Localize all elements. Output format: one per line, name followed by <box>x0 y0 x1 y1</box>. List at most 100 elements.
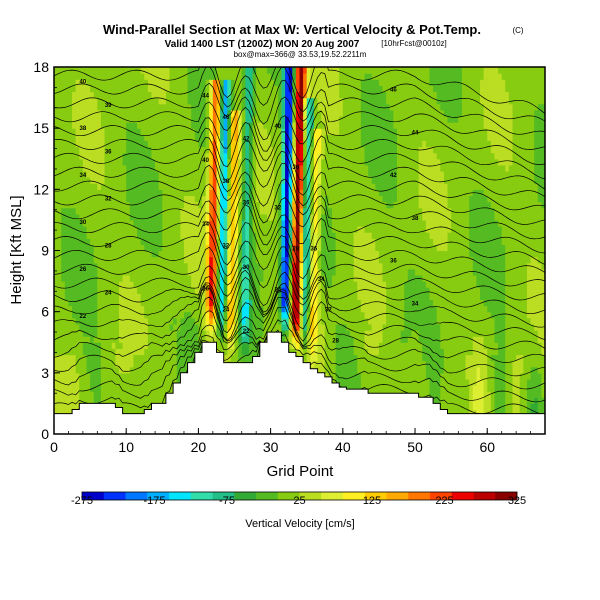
field-cell <box>339 354 344 362</box>
field-cell <box>57 152 62 160</box>
field-cell <box>176 354 181 362</box>
field-cell <box>165 67 171 74</box>
field-cell <box>292 207 297 215</box>
field-cell <box>140 97 145 105</box>
field-cell <box>241 79 246 86</box>
field-cell <box>90 128 95 135</box>
field-cell <box>79 103 84 111</box>
field-cell <box>281 146 286 154</box>
field-cell <box>144 336 149 343</box>
field-cell <box>115 195 120 203</box>
field-cell <box>263 183 268 190</box>
field-cell <box>147 281 153 288</box>
field-cell <box>111 250 116 258</box>
field-cell <box>61 256 66 264</box>
field-cell <box>263 164 268 172</box>
field-cell <box>147 146 153 154</box>
field-cell <box>104 323 109 331</box>
field-cell <box>79 256 84 264</box>
field-cell <box>281 213 286 221</box>
field-cell <box>346 128 351 135</box>
field-cell <box>126 366 131 374</box>
field-cell <box>342 189 348 197</box>
field-cell <box>183 158 189 166</box>
field-cell <box>165 299 171 307</box>
field-cell <box>108 152 113 160</box>
field-cell <box>303 183 308 190</box>
field-cell <box>176 73 181 80</box>
field-cell <box>317 250 322 258</box>
field-cell <box>209 177 214 184</box>
field-cell <box>191 134 196 141</box>
field-cell <box>133 183 138 190</box>
field-cell <box>295 170 301 178</box>
field-cell <box>187 238 192 245</box>
field-cell <box>335 109 340 117</box>
field-cell <box>227 323 232 331</box>
field-cell <box>57 146 62 154</box>
field-cell <box>115 183 120 190</box>
field-cell <box>321 336 326 343</box>
field-cell <box>129 195 135 203</box>
field-cell <box>86 97 91 105</box>
field-cell <box>155 268 160 276</box>
field-cell <box>147 403 153 411</box>
field-cell <box>122 85 127 93</box>
field-cell <box>281 268 286 276</box>
field-cell <box>234 201 239 209</box>
field-cell <box>111 164 116 172</box>
field-cell <box>144 189 149 197</box>
field-cell <box>183 268 189 276</box>
field-cell <box>248 195 254 203</box>
field-cell <box>122 128 127 135</box>
field-cell <box>342 305 348 313</box>
field-cell <box>216 207 221 215</box>
field-cell <box>151 311 156 319</box>
field-cell <box>126 409 131 417</box>
field-cell <box>248 91 254 99</box>
field-cell <box>165 140 171 148</box>
field-cell <box>234 85 239 93</box>
field-cell <box>147 244 153 252</box>
field-cell <box>285 128 290 135</box>
field-cell <box>303 256 308 264</box>
field-cell <box>79 348 84 356</box>
field-cell <box>72 226 77 233</box>
field-cell <box>187 73 192 80</box>
field-cell <box>137 85 142 93</box>
field-cell <box>342 354 348 362</box>
field-cell <box>303 73 308 80</box>
field-cell <box>126 164 131 172</box>
field-cell <box>115 274 120 282</box>
field-cell <box>321 189 326 197</box>
field-cell <box>82 250 88 258</box>
field-cell <box>97 323 102 331</box>
field-cell <box>245 348 250 356</box>
field-cell <box>115 317 120 325</box>
field-cell <box>122 342 127 349</box>
field-cell <box>194 244 200 252</box>
field-cell <box>165 158 171 166</box>
field-cell <box>111 305 116 313</box>
field-cell <box>198 317 203 325</box>
field-cell <box>299 268 304 276</box>
field-cell <box>64 305 70 313</box>
field-cell <box>111 201 116 209</box>
field-cell <box>104 287 109 294</box>
field-cell <box>285 330 290 337</box>
field-cell <box>54 250 59 258</box>
field-cell <box>227 152 232 160</box>
field-cell <box>68 226 73 233</box>
field-cell <box>68 293 73 301</box>
field-cell <box>209 244 214 252</box>
field-cell <box>227 342 232 349</box>
field-cell <box>259 170 264 178</box>
field-cell <box>79 287 84 294</box>
field-cell <box>100 268 106 276</box>
field-cell <box>248 262 254 270</box>
field-cell <box>306 79 311 86</box>
field-cell <box>313 354 319 362</box>
field-cell <box>321 152 326 160</box>
field-cell <box>313 305 319 313</box>
field-cell <box>339 177 344 184</box>
